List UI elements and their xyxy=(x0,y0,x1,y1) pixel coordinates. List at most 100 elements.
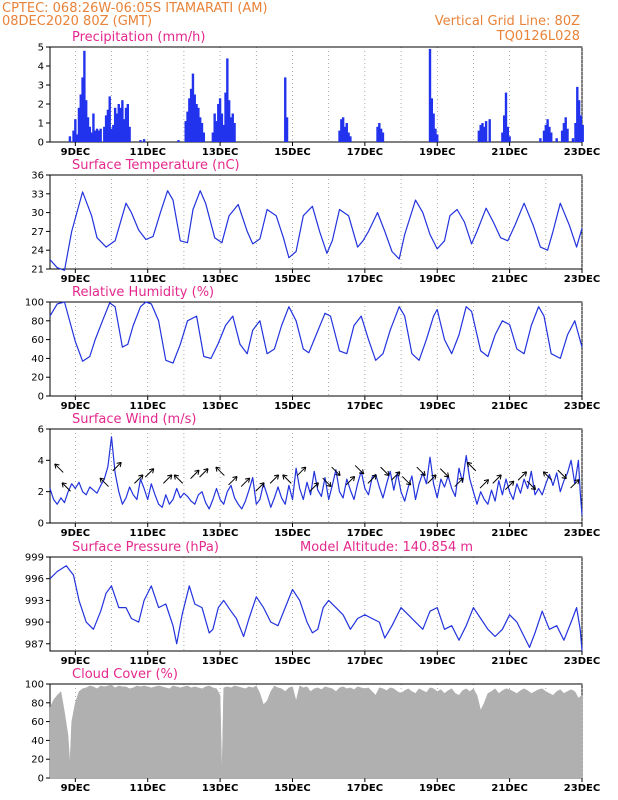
x-tick-label: 9DEC xyxy=(61,656,90,667)
cloud-cover-title: Cloud Cover (%) xyxy=(72,667,178,682)
y-tick-label: 60 xyxy=(31,335,44,346)
x-tick-label: 17DEC xyxy=(347,528,383,539)
precip-bar xyxy=(128,126,131,142)
precip-bar xyxy=(488,119,491,142)
wind-arrow-shaft xyxy=(173,474,184,484)
precip-bar xyxy=(121,100,124,142)
wind-direction-arrow xyxy=(331,466,341,477)
wind-arrow-shaft xyxy=(134,474,144,484)
precip-bar xyxy=(188,98,191,142)
wind-arrow-head xyxy=(138,474,144,480)
precip-bar xyxy=(227,100,231,142)
wind-arrow-head xyxy=(282,474,288,480)
wind-arrow-head xyxy=(244,477,251,483)
wind-arrow-shaft xyxy=(163,474,173,484)
wind-direction-arrow xyxy=(570,479,580,489)
x-tick-label: 9DEC xyxy=(61,783,90,794)
y-tick-label: 0 xyxy=(38,774,44,785)
y-tick-label: 6 xyxy=(38,425,44,436)
precip-bar xyxy=(142,139,146,142)
y-tick-label: 990 xyxy=(25,618,44,629)
precip-bar xyxy=(428,48,432,142)
wind-arrow-shaft xyxy=(296,466,307,476)
wind-arrow-shaft xyxy=(543,471,553,481)
x-tick-label: 23DEC xyxy=(564,656,600,667)
wind-arrow-head xyxy=(173,474,179,480)
wind-arrow-head xyxy=(371,474,377,480)
series-line xyxy=(49,190,583,271)
plot-frame xyxy=(49,174,583,270)
wind-direction-arrow xyxy=(416,466,426,477)
precipitation-panel: Precipitation (mm/h) 0 1 2 3 4 5 9DEC 11DEC 13DE… xyxy=(38,30,601,158)
wind-arrow-head xyxy=(542,471,549,477)
precip-bar xyxy=(189,88,193,142)
y-tick-label: 21 xyxy=(31,265,44,276)
wind-direction-arrow xyxy=(354,465,365,475)
y-tick-label: 80 xyxy=(31,316,44,327)
wind-arrow-shaft xyxy=(492,474,502,484)
surface-wind-panel: Surface Wind (m/s) 0 2 4 6 9DEC 11DEC 13DEC 15D… xyxy=(38,412,601,539)
wind-arrow-shaft xyxy=(144,468,155,478)
precip-bar xyxy=(222,124,225,142)
precip-bar xyxy=(224,92,227,142)
precip-bar xyxy=(184,121,187,142)
precip-bar xyxy=(430,98,434,142)
precipitation-title: Precipitation (mm/h) xyxy=(72,30,205,45)
wind-direction-arrow xyxy=(309,482,319,492)
y-tick-label: 4 xyxy=(38,62,44,73)
header-model-code: TQ0126L028 xyxy=(496,29,580,44)
precip-bar xyxy=(546,119,549,142)
precip-bar xyxy=(95,128,99,142)
precip-bar xyxy=(571,138,575,142)
wind-direction-arrow xyxy=(199,468,209,478)
precip-bar xyxy=(343,126,347,142)
model-altitude-label: Model Altitude: 140.854 m xyxy=(300,540,473,555)
wind-direction-arrow xyxy=(269,474,280,484)
header-date: 08DEC2020 80Z (GMT) xyxy=(2,14,152,29)
precip-bar xyxy=(220,113,224,142)
wind-arrow-head xyxy=(273,474,280,480)
x-tick-label: 15DEC xyxy=(274,274,310,285)
series-line xyxy=(49,436,583,516)
wind-direction-arrow xyxy=(380,466,390,477)
wind-arrow-shaft xyxy=(391,471,401,481)
wind-arrow-head xyxy=(483,479,490,485)
y-tick-label: 1 xyxy=(38,119,44,130)
precip-bar xyxy=(566,128,569,142)
y-tick-label: 100 xyxy=(25,298,44,309)
wind-direction-arrow xyxy=(54,463,64,473)
precip-bar xyxy=(436,134,439,142)
wind-arrow-shaft xyxy=(199,468,209,478)
wind-direction-arrow xyxy=(557,469,567,480)
wind-arrow-shaft xyxy=(255,482,265,492)
y-tick-label: 36 xyxy=(31,171,44,182)
y-tick-label: 80 xyxy=(31,698,44,709)
wind-direction-arrow xyxy=(228,475,238,486)
precip-bar xyxy=(577,100,581,142)
wind-arrow-shaft xyxy=(269,474,279,484)
x-tick-label: 21DEC xyxy=(491,783,527,794)
precip-bar xyxy=(226,58,229,142)
precip-bar xyxy=(108,96,111,142)
wind-arrow-head xyxy=(232,475,238,482)
wind-direction-arrow xyxy=(391,471,401,481)
x-tick-label: 17DEC xyxy=(347,783,383,794)
x-tick-label: 21DEC xyxy=(491,528,527,539)
precip-bar xyxy=(581,124,584,142)
wind-arrow-shaft xyxy=(345,476,355,486)
precip-bar xyxy=(501,132,504,142)
y-tick-label: 2 xyxy=(38,100,44,111)
wind-direction-arrow xyxy=(296,466,307,476)
wind-direction-arrow xyxy=(173,474,184,484)
wind-direction-arrow xyxy=(282,474,292,484)
wind-arrow-head xyxy=(561,473,567,480)
precip-bar xyxy=(432,113,435,142)
precip-bar xyxy=(506,126,510,142)
surface-pressure-panel: Surface Pressure (hPa) Model Altitude: 1… xyxy=(25,540,600,667)
x-tick-label: 21DEC xyxy=(491,274,527,285)
wind-arrow-head xyxy=(259,482,265,488)
x-tick-label: 21DEC xyxy=(491,147,527,158)
precip-bar xyxy=(126,104,130,142)
x-tick-label: 11DEC xyxy=(130,274,166,285)
wind-direction-arrow xyxy=(134,474,144,484)
